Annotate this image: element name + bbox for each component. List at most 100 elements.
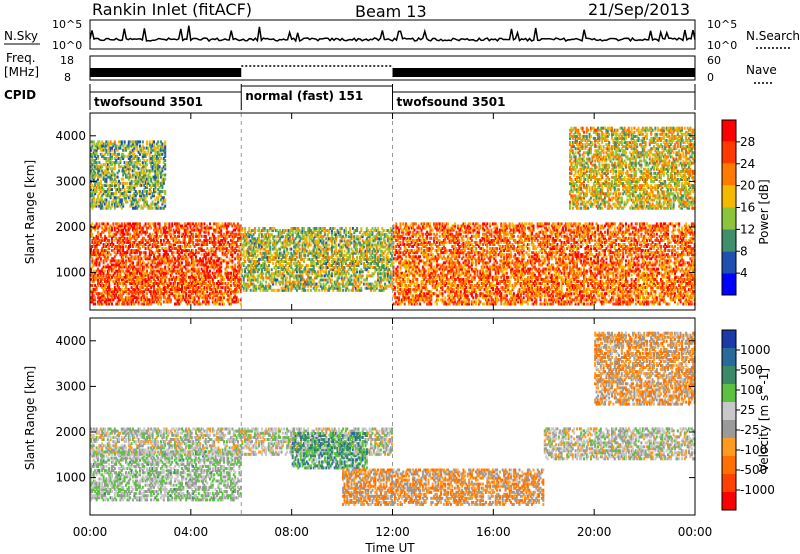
data-cell: [94, 236, 97, 240]
data-cell: [129, 296, 132, 300]
data-cell: [172, 275, 175, 279]
data-cell: [115, 302, 118, 306]
data-cell: [125, 263, 127, 267]
data-cell: [112, 292, 115, 296]
data-cell: [204, 228, 207, 232]
data-cell: [160, 292, 162, 296]
data-cell: [165, 251, 168, 255]
data-cell: [150, 263, 153, 267]
data-cell: [130, 249, 133, 253]
data-cell: [195, 228, 197, 232]
data-cell: [141, 238, 144, 242]
data-cell: [200, 228, 203, 232]
data-cell: [155, 247, 158, 251]
data-cell: [167, 257, 169, 261]
data-cell: [139, 251, 141, 255]
data-cell: [218, 247, 221, 251]
data-cell: [157, 277, 160, 281]
data-cell: [143, 279, 146, 283]
data-cell: [153, 243, 155, 246]
data-cell: [221, 247, 224, 251]
data-cell: [223, 226, 225, 230]
data-cell: [151, 282, 154, 285]
data-cell: [141, 269, 144, 273]
data-cell: [224, 267, 227, 271]
data-cell: [143, 243, 146, 246]
data-cell: [92, 251, 95, 255]
data-cell: [109, 300, 112, 304]
data-cell: [116, 269, 119, 273]
data-cell: [137, 300, 140, 304]
data-cell: [101, 222, 104, 226]
data-cell: [141, 267, 144, 271]
data-cell: [129, 275, 132, 279]
data-cell: [109, 288, 112, 292]
data-cell: [102, 255, 105, 259]
data-cell: [137, 282, 140, 285]
data-cell: [157, 255, 160, 259]
data-cell: [134, 228, 137, 232]
data-cell: [108, 200, 111, 204]
data-cell: [196, 288, 199, 292]
data-cell: [126, 228, 129, 232]
data-cell: [106, 292, 109, 296]
data-cell: [196, 234, 199, 238]
data-cell: [322, 266, 325, 270]
data-cell: [181, 279, 183, 283]
data-cell: [134, 284, 137, 287]
data-cell: [105, 288, 108, 292]
data-cell: [182, 236, 185, 240]
data-cell: [190, 275, 193, 279]
data-cell: [102, 275, 105, 279]
data-cell: [151, 284, 154, 287]
data-cell: [197, 286, 200, 290]
data-cell: [176, 300, 179, 304]
data-cell: [160, 157, 162, 160]
data-cell: [182, 292, 185, 296]
data-cell: [160, 243, 162, 246]
data-cell: [132, 245, 134, 248]
data-cell: [94, 224, 97, 228]
data-cell: [123, 261, 126, 265]
data-cell: [133, 234, 136, 238]
data-cell: [165, 300, 168, 304]
data-cell: [136, 277, 139, 281]
data-cell: [230, 284, 232, 287]
data-cell: [181, 294, 183, 298]
data-cell: [101, 238, 104, 242]
data-cell: [206, 294, 209, 298]
data-cell: [162, 284, 165, 287]
data-cell: [182, 240, 185, 244]
data-cell: [175, 228, 178, 232]
nsky-label: N.Sky: [4, 29, 38, 43]
nsearch-tick-top: 10^5: [707, 18, 737, 31]
data-cell: [176, 259, 179, 263]
data-cell: [127, 279, 130, 283]
data-cell: [192, 222, 195, 226]
data-cell: [155, 263, 158, 267]
data-cell: [189, 284, 192, 287]
data-cell: [144, 288, 147, 292]
data-cell: [181, 290, 183, 294]
data-cell: [97, 294, 99, 298]
data-cell: [195, 300, 197, 304]
data-cell: [183, 247, 186, 251]
data-cell: [199, 230, 202, 234]
data-cell: [206, 286, 209, 290]
data-cell: [164, 249, 167, 253]
data-cell: [141, 240, 144, 244]
data-cell: [167, 286, 169, 290]
data-cell: [192, 265, 195, 269]
data-cell: [147, 273, 150, 277]
data-cell: [143, 255, 146, 259]
data-cell: [118, 228, 120, 232]
data-cell: [154, 257, 157, 261]
data-cell: [133, 282, 136, 285]
data-cell: [202, 240, 204, 244]
data-cell: [262, 272, 265, 276]
data-cell: [148, 232, 151, 236]
data-cell: [214, 236, 217, 240]
data-cell: [133, 271, 136, 275]
data-cell: [185, 294, 188, 298]
data-cell: [120, 275, 123, 279]
